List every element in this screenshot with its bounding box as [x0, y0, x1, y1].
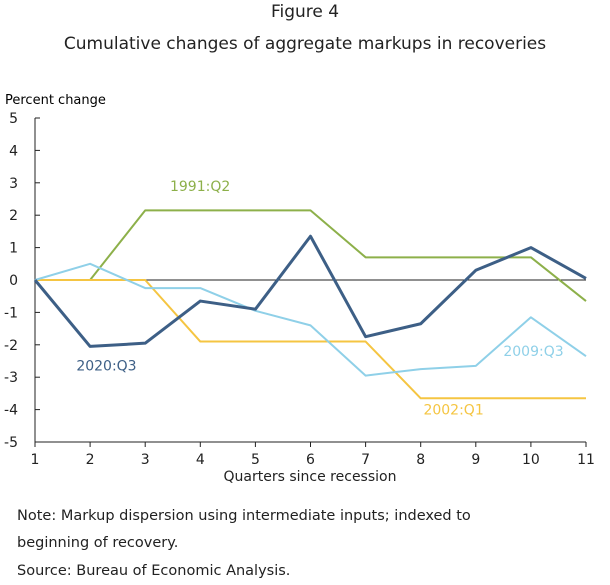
series-line-2002-q1: [35, 279, 586, 400]
y-tick-label: 3: [9, 176, 18, 192]
series-label-2009-q3: 2009:Q3: [503, 344, 563, 360]
y-tick-label: -1: [4, 305, 18, 321]
figure-label: Figure 4: [270, 2, 340, 22]
y-tick-label: -3: [4, 370, 18, 386]
y-tick-label: 4: [9, 143, 18, 159]
note-line-2: beginning of recovery.: [17, 535, 179, 551]
y-axis-title: Percent change: [5, 93, 106, 108]
series-line-1991-q2: [35, 209, 587, 302]
x-tick-label: 3: [141, 452, 150, 468]
x-tick-label: 7: [361, 452, 370, 468]
x-tick-label: 2: [86, 452, 95, 468]
series-line-2009-q3: [34, 262, 587, 377]
series-label-2020-q3: 2020:Q3: [76, 359, 136, 375]
line-chart: Percent change Quarters since recession …: [4, 93, 595, 485]
source-line: Source: Bureau of Economic Analysis.: [17, 563, 291, 579]
y-tick-label: 2: [9, 208, 18, 224]
x-tick-label: 8: [416, 452, 425, 468]
x-axis-title: Quarters since recession: [224, 469, 397, 485]
x-tick-label: 4: [196, 452, 205, 468]
y-tick-label: 0: [9, 273, 18, 289]
x-tick-label: 9: [471, 452, 480, 468]
y-tick-label: 5: [9, 111, 18, 127]
x-tick-label: 6: [306, 452, 315, 468]
note-line-1: Note: Markup dispersion using intermedia…: [17, 508, 471, 524]
series-line-2020-q3: [33, 234, 587, 348]
series-label-1991-q2: 1991:Q2: [170, 179, 230, 195]
x-tick-label: 10: [522, 452, 540, 468]
chart-title: Cumulative changes of aggregate markups …: [63, 34, 547, 54]
y-tick-label: -4: [4, 403, 18, 419]
x-tick-label: 5: [251, 452, 260, 468]
x-tick-label: 1: [31, 452, 40, 468]
series-label-2002-q1: 2002:Q1: [423, 402, 483, 418]
y-tick-label: -2: [4, 338, 18, 354]
x-tick-label: 11: [577, 452, 595, 468]
y-tick-label: -5: [4, 435, 18, 451]
y-tick-label: 1: [9, 241, 18, 257]
